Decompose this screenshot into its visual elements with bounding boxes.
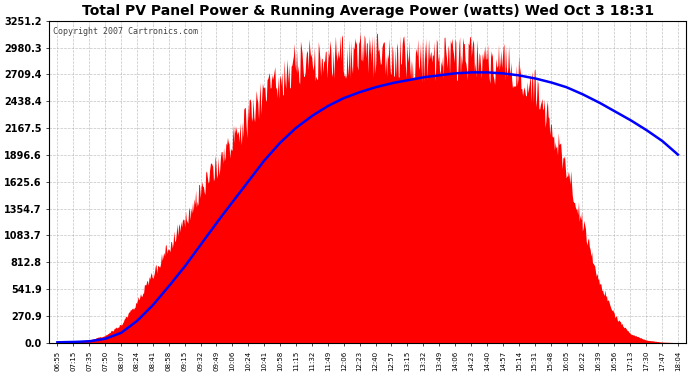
Text: Copyright 2007 Cartronics.com: Copyright 2007 Cartronics.com — [52, 27, 197, 36]
Title: Total PV Panel Power & Running Average Power (watts) Wed Oct 3 18:31: Total PV Panel Power & Running Average P… — [81, 4, 653, 18]
